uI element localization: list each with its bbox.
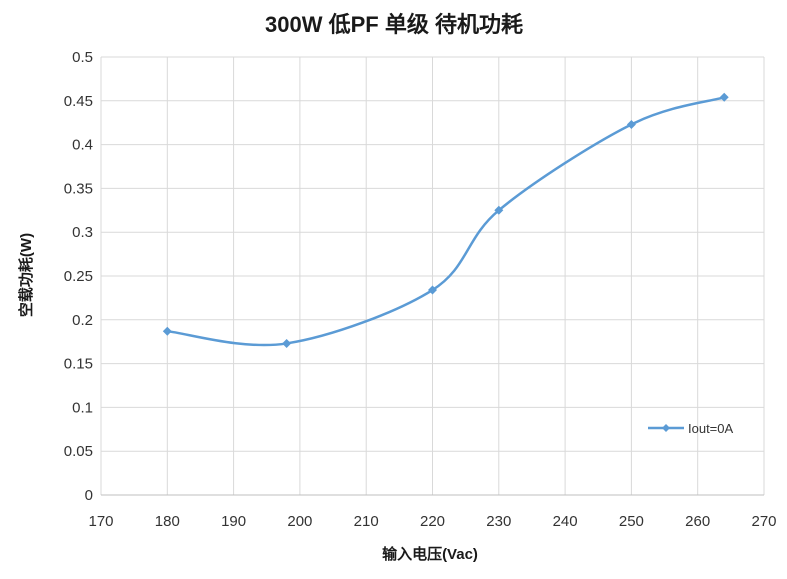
y-tick-label: 0.3 (72, 224, 93, 241)
x-tick-label: 240 (553, 513, 578, 530)
legend-marker (662, 424, 670, 432)
y-axis-ticks: 0 0.05 0.1 0.15 0.2 0.25 0.3 0.35 0.4 0.45 0.5 (64, 49, 93, 504)
y-tick-label: 0.05 (64, 443, 93, 460)
data-point (494, 205, 504, 215)
y-tick-label: 0.35 (64, 180, 93, 197)
data-point (719, 92, 729, 102)
x-tick-label: 210 (354, 513, 379, 530)
y-tick-label: 0.45 (64, 93, 93, 110)
grid (100, 56, 765, 496)
data-point (282, 338, 292, 348)
y-tick-label: 0.1 (72, 399, 93, 416)
x-tick-label: 200 (287, 513, 312, 530)
y-tick-label: 0.15 (64, 356, 93, 373)
x-tick-label: 260 (685, 513, 710, 530)
x-tick-label: 220 (420, 513, 445, 530)
series-group (162, 92, 729, 348)
x-tick-label: 170 (88, 513, 113, 530)
y-tick-label: 0.25 (64, 268, 93, 285)
y-tick-label: 0.2 (72, 312, 93, 329)
x-axis-label: 输入电压(Vac) (382, 545, 478, 563)
legend: Iout=0A (648, 421, 734, 436)
y-tick-label: 0.5 (72, 49, 93, 66)
y-tick-label: 0 (85, 487, 93, 504)
x-tick-label: 190 (221, 513, 246, 530)
x-tick-label: 230 (486, 513, 511, 530)
x-tick-label: 250 (619, 513, 644, 530)
data-point (626, 119, 636, 129)
x-axis-ticks: 170 180 190 200 210 220 230 240 250 260 270 (88, 513, 776, 530)
x-tick-label: 180 (155, 513, 180, 530)
data-point (428, 285, 437, 295)
legend-label: Iout=0A (688, 421, 734, 436)
y-axis-label: 空载功耗(W) (17, 233, 35, 317)
x-tick-label: 270 (751, 513, 776, 530)
data-point (162, 326, 172, 336)
y-tick-label: 0.4 (72, 137, 93, 154)
chart-title: 300W 低PF 单级 待机功耗 (265, 12, 523, 37)
